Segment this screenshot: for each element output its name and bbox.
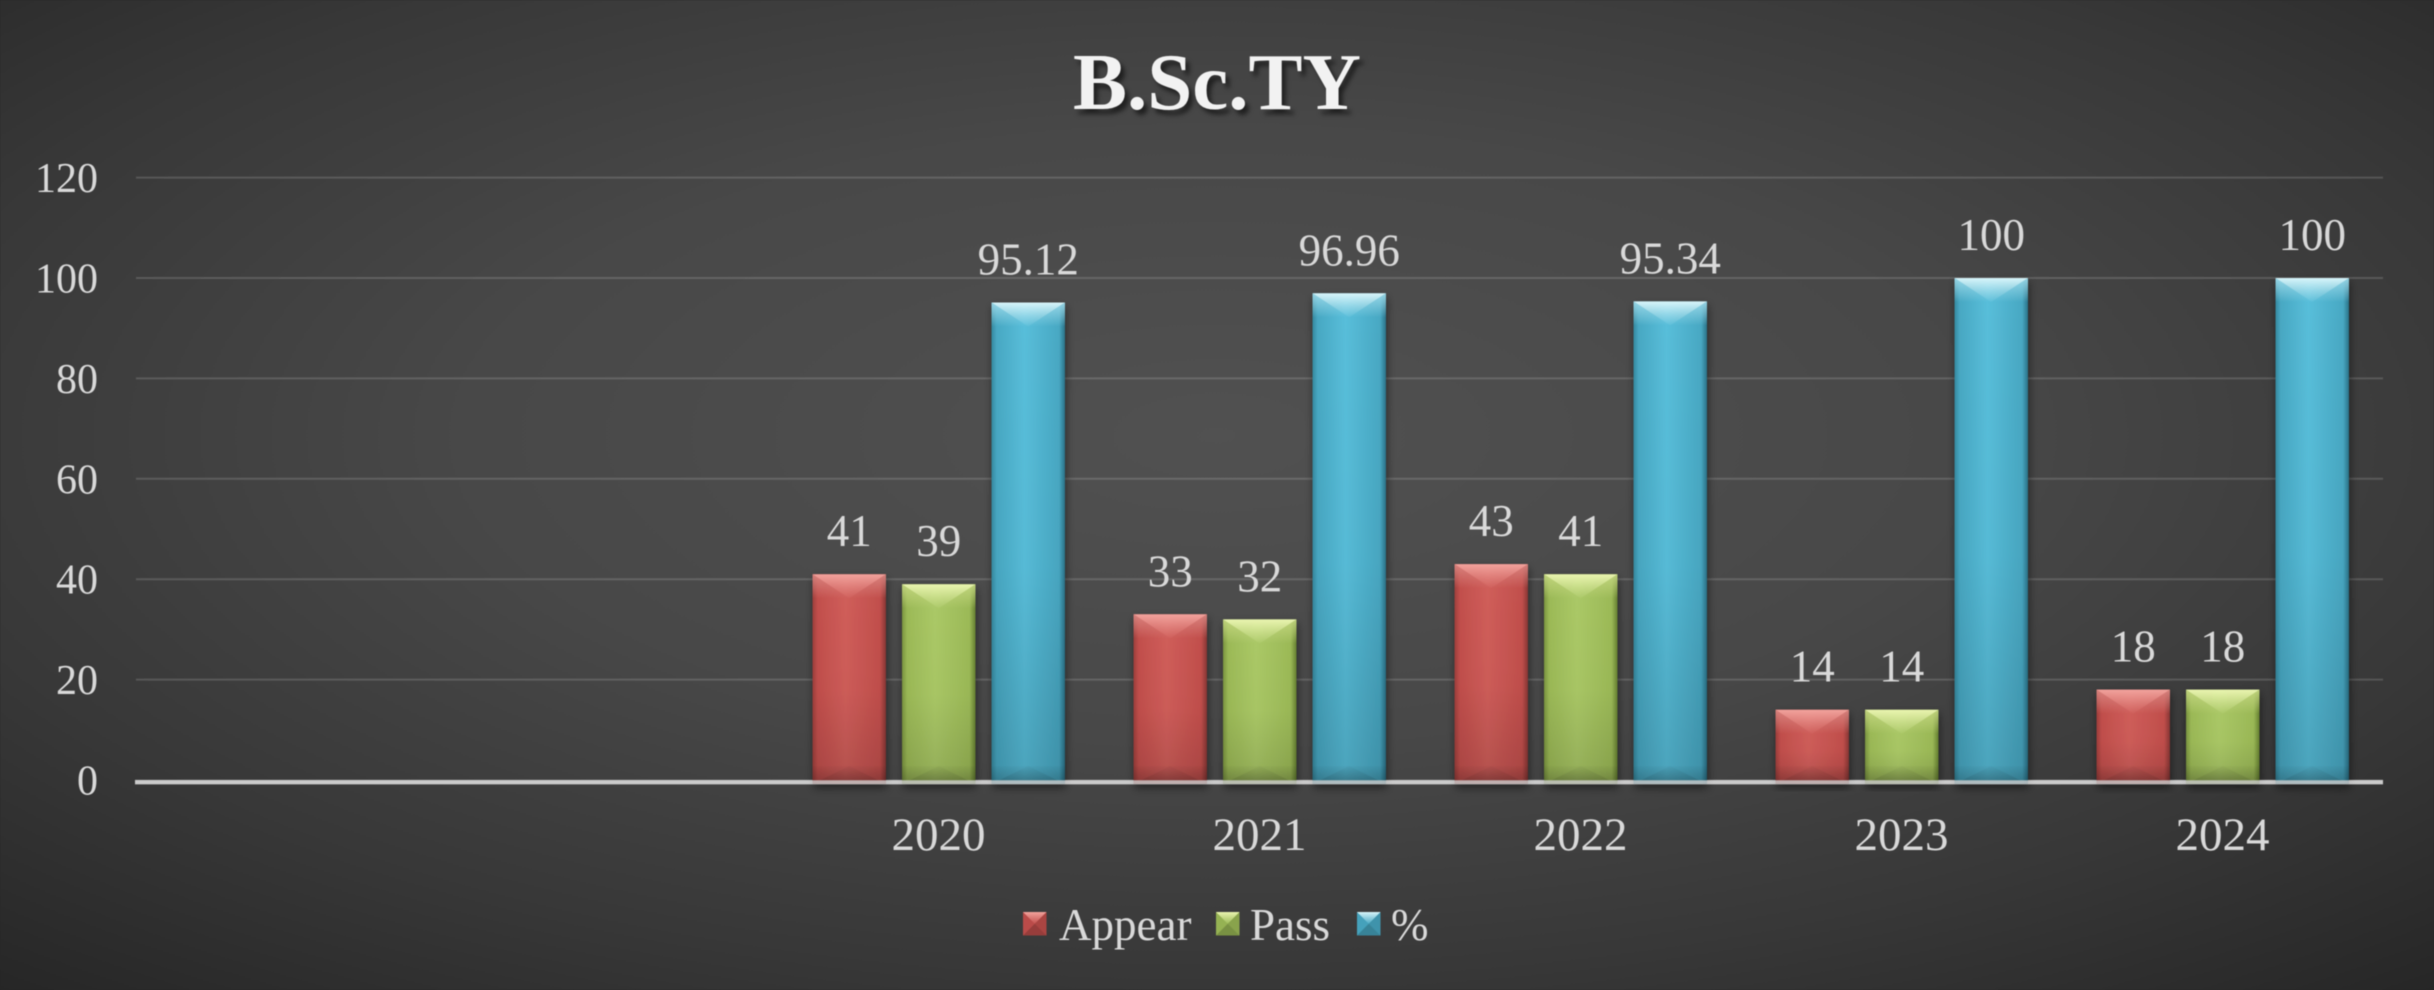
svg-text:18: 18	[2111, 622, 2156, 672]
svg-text:80: 80	[56, 357, 98, 403]
svg-text:41: 41	[1558, 506, 1603, 556]
svg-text:2022: 2022	[1534, 809, 1628, 861]
svg-text:96.96: 96.96	[1299, 225, 1400, 275]
svg-text:%: %	[1391, 900, 1429, 950]
svg-text:2021: 2021	[1213, 809, 1307, 861]
svg-text:120: 120	[35, 156, 98, 202]
svg-text:14: 14	[1790, 642, 1835, 692]
svg-text:0: 0	[77, 759, 98, 805]
svg-text:41: 41	[827, 506, 872, 556]
svg-text:2024: 2024	[2176, 809, 2270, 861]
svg-text:Pass: Pass	[1250, 900, 1330, 950]
svg-text:14: 14	[1879, 642, 1924, 692]
svg-text:18: 18	[2200, 622, 2245, 672]
svg-text:95.12: 95.12	[978, 235, 1079, 285]
svg-text:95.34: 95.34	[1620, 233, 1721, 283]
svg-text:100: 100	[2278, 210, 2346, 260]
svg-text:33: 33	[1148, 546, 1193, 596]
svg-text:100: 100	[35, 257, 98, 303]
svg-text:39: 39	[916, 516, 961, 566]
svg-text:40: 40	[56, 558, 98, 604]
svg-text:43: 43	[1469, 496, 1514, 546]
svg-text:Appear: Appear	[1059, 900, 1191, 950]
svg-text:100: 100	[1957, 210, 2025, 260]
svg-text:20: 20	[56, 658, 98, 704]
svg-text:32: 32	[1237, 551, 1282, 601]
svg-text:2020: 2020	[892, 809, 986, 861]
svg-text:60: 60	[56, 457, 98, 503]
svg-text:2023: 2023	[1855, 809, 1949, 861]
